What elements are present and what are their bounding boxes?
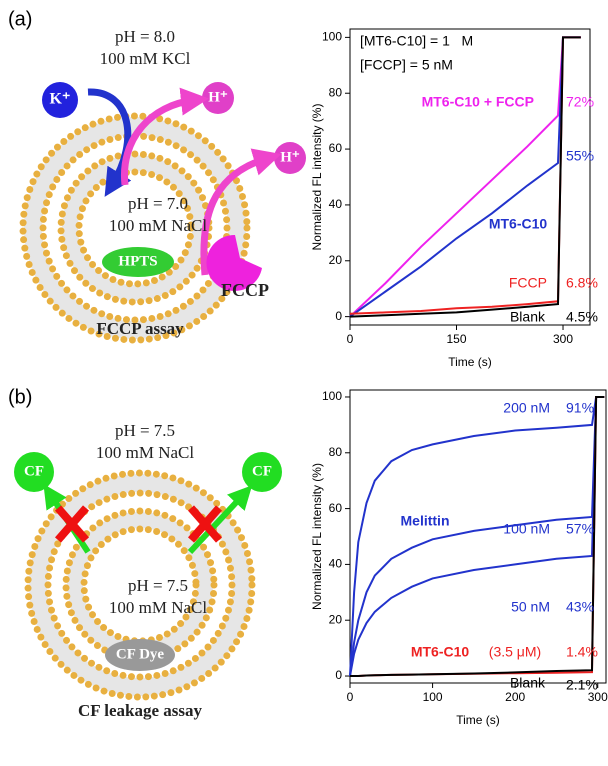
annotation: 72%: [566, 94, 594, 110]
y-tick-label: 40: [329, 197, 343, 211]
annotation: 4.5%: [566, 309, 598, 325]
diagram-label: 100 mM NaCl: [109, 598, 208, 617]
diagram-label: HPTS: [118, 253, 157, 269]
annotation: 2.1%: [566, 677, 598, 693]
y-tick-label: 60: [329, 501, 343, 515]
y-tick-label: 20: [329, 253, 343, 267]
x-tick-label: 0: [347, 332, 354, 346]
y-tick-label: 80: [329, 445, 343, 459]
panel-label: (b): [8, 386, 32, 408]
annotation: 57%: [566, 521, 594, 537]
series-label: 100 nM: [503, 521, 550, 537]
annotation: 55%: [566, 148, 594, 164]
diagram-label: CF leakage assay: [78, 701, 203, 720]
plot-frame: [350, 29, 590, 325]
diagram-label: FCCP: [221, 280, 269, 300]
y-axis-title: Normalized FL intensity (%): [310, 463, 324, 610]
diagram-label: FCCP assay: [96, 319, 184, 338]
series-label: 50 nM: [511, 599, 550, 615]
annotation: (3.5 μM): [489, 644, 541, 660]
diagram-label: CF: [252, 463, 272, 479]
figure: (a) pH = 8.0 100 mM KCl K⁺ H⁺ H⁺ pH = 7.0 100 m…: [0, 0, 608, 766]
x-tick-label: 100: [423, 690, 443, 704]
y-tick-label: 100: [322, 30, 342, 44]
series-label: Blank: [510, 675, 546, 691]
diagram-label: pH = 7.0: [128, 194, 188, 213]
y-tick-label: 60: [329, 141, 343, 155]
y-tick-label: 80: [329, 85, 343, 99]
x-tick-label: 150: [446, 332, 466, 346]
diagram-label: pH = 7.5: [115, 421, 175, 440]
series-label: 200 nM: [503, 400, 550, 416]
series-label: MT6-C10: [489, 216, 548, 232]
data-line: [350, 37, 581, 313]
diagram-label: H⁺: [280, 149, 300, 165]
diagram-label: H⁺: [208, 89, 228, 105]
annotation: Melittin: [401, 513, 450, 529]
annotation: [MT6-C10] = 1 M: [360, 33, 473, 49]
diagram-label: 100 mM NaCl: [96, 443, 195, 462]
annotation: 6.8%: [566, 275, 598, 291]
diagram-label: 100 mM NaCl: [109, 216, 208, 235]
diagram-label: pH = 8.0: [115, 27, 175, 46]
annotation: 43%: [566, 599, 594, 615]
annotation: 1.4%: [566, 644, 598, 660]
y-tick-label: 100: [322, 389, 342, 403]
x-axis-title: Time (s): [448, 355, 492, 369]
diagram-label: pH = 7.5: [128, 576, 188, 595]
diagram-label: K⁺: [50, 91, 71, 108]
x-tick-label: 200: [505, 690, 525, 704]
y-tick-label: 20: [329, 612, 343, 626]
y-axis-title: Normalized FL intensity (%): [310, 104, 324, 251]
y-tick-label: 0: [335, 309, 342, 323]
panel-label: (a): [8, 8, 32, 30]
diagram-label: CF: [24, 463, 44, 479]
x-tick-label: 0: [347, 690, 354, 704]
y-tick-label: 0: [335, 668, 342, 682]
series-label: MT6-C10 + FCCP: [422, 94, 534, 110]
y-tick-label: 40: [329, 557, 343, 571]
diagram-label: 100 mM KCl: [100, 49, 191, 68]
series-label: FCCP: [509, 275, 547, 291]
series-label: Blank: [510, 309, 546, 325]
annotation: 91%: [566, 400, 594, 416]
annotation: [FCCP] = 5 nM: [360, 57, 453, 73]
diagram-label: CF Dye: [116, 646, 165, 662]
x-axis-title: Time (s): [456, 713, 500, 727]
series-label: MT6-C10: [411, 644, 470, 660]
x-tick-label: 300: [553, 332, 573, 346]
